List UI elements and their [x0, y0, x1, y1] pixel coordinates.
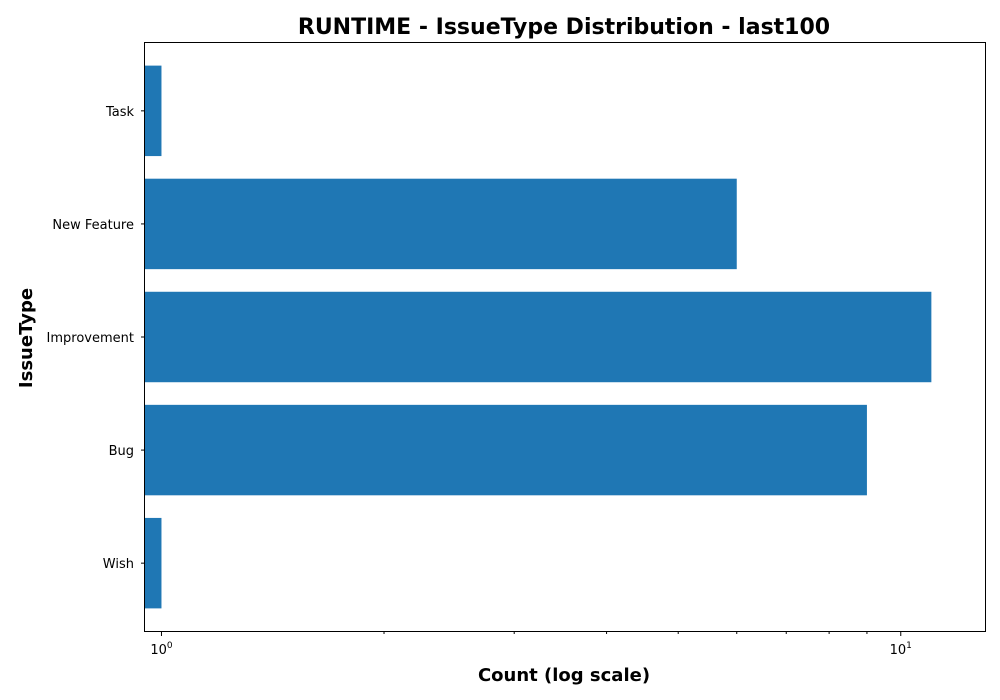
y-tick-label: Bug — [109, 444, 134, 459]
y-tick-label: Improvement — [47, 331, 134, 346]
bar-improvement — [145, 291, 932, 383]
x-tick-label: 101 — [890, 641, 912, 658]
bar-new-feature — [145, 178, 737, 270]
y-tick-label: Task — [105, 105, 135, 120]
chart-title: RUNTIME - IssueType Distribution - last1… — [298, 15, 830, 40]
bar-bug — [145, 404, 867, 496]
y-axis-label: IssueType — [16, 288, 37, 388]
bar-task — [145, 65, 162, 157]
plot-area: Task New Feature Improvement Bug Wish 100 101 — [47, 65, 932, 658]
bar-wish — [145, 517, 162, 609]
y-tick-label: Wish — [103, 557, 134, 572]
x-axis-label: Count (log scale) — [478, 665, 650, 686]
x-tick-label: 100 — [150, 641, 173, 658]
plot-frame — [144, 42, 986, 632]
y-tick-label: New Feature — [52, 218, 134, 233]
